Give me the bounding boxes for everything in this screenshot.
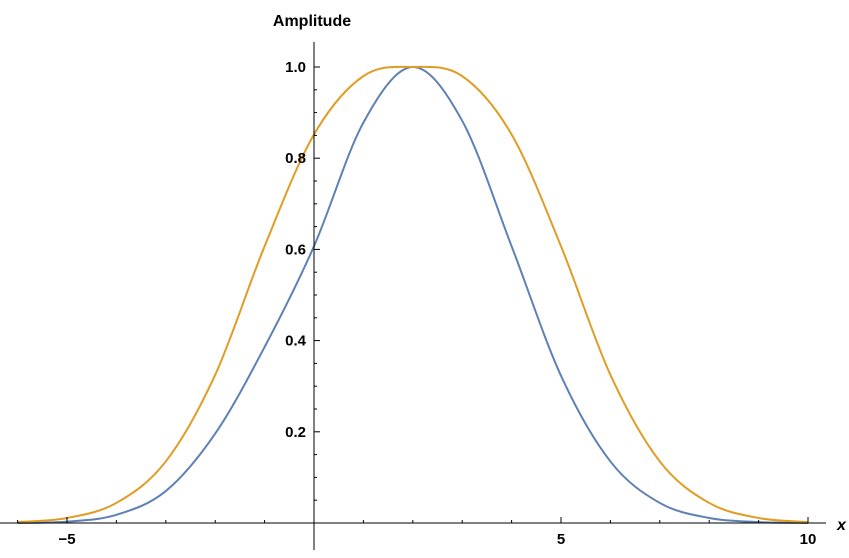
y-tick-label: 1.0 [285, 59, 306, 76]
y-tick-label: 0.4 [285, 333, 307, 350]
x-axis-title: x [836, 517, 847, 534]
tick-layer [17, 66, 809, 523]
series-line-1 [17, 65, 809, 524]
x-tick-label: −5 [58, 531, 75, 548]
y-axis-title: Amplitude [273, 13, 351, 30]
series-layer [17, 65, 809, 524]
y-tick-label: 0.2 [285, 424, 306, 441]
y-tick-label: 0.6 [285, 241, 306, 258]
series-line-2 [17, 65, 809, 524]
x-tick-label: 5 [557, 531, 565, 548]
y-tick-label: 0.8 [285, 150, 306, 167]
x-tick-label: 10 [800, 531, 817, 548]
tick-label-layer: −5 5 10 0.2 0.4 0.6 0.8 1.0 [58, 59, 816, 548]
